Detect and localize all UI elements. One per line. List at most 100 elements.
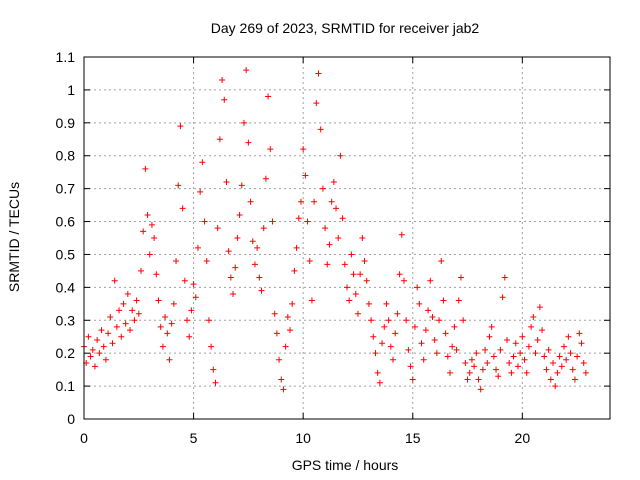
data-point (254, 244, 261, 251)
data-point (405, 346, 412, 353)
data-point (302, 172, 309, 179)
data-point (341, 261, 348, 268)
data-point (379, 340, 386, 347)
data-point (230, 290, 237, 297)
data-point (240, 119, 247, 126)
y-tick-label: 0.1 (56, 378, 76, 394)
data-point (539, 327, 546, 334)
data-point (536, 304, 543, 311)
data-point (238, 182, 245, 189)
data-point (335, 235, 342, 241)
data-point (444, 353, 451, 360)
data-point (96, 350, 103, 357)
data-point (190, 281, 197, 288)
data-point (89, 346, 96, 353)
data-point (107, 313, 114, 320)
data-point (102, 356, 109, 363)
data-point (258, 287, 265, 294)
data-point (159, 343, 166, 350)
data-point (519, 333, 526, 340)
data-point (488, 323, 495, 330)
data-point (429, 313, 436, 320)
data-point (361, 258, 368, 265)
data-point (247, 198, 254, 205)
data-point (322, 225, 329, 232)
data-point (497, 346, 504, 353)
data-point (493, 366, 500, 373)
data-point (91, 363, 98, 370)
data-point (157, 323, 164, 330)
data-point (534, 337, 541, 344)
data-point (394, 310, 401, 317)
data-point (153, 271, 160, 278)
data-point (582, 369, 589, 376)
data-point (475, 376, 482, 383)
data-point (212, 379, 219, 386)
data-point (344, 284, 350, 291)
data-point (354, 310, 361, 317)
x-tick-label: 0 (80, 430, 88, 446)
y-tick-label: 0.8 (56, 148, 76, 164)
data-point (425, 307, 432, 314)
y-tick-label: 0.4 (56, 279, 76, 295)
data-point (162, 313, 169, 320)
y-tick-label: 0.5 (56, 246, 76, 262)
data-point (271, 310, 278, 317)
data-point (563, 356, 570, 363)
data-point (293, 244, 300, 251)
data-point (297, 198, 304, 205)
data-point (137, 267, 144, 274)
data-point (418, 340, 425, 347)
data-point (245, 139, 252, 146)
data-point (416, 300, 423, 307)
data-point (94, 337, 101, 344)
data-point (464, 376, 471, 383)
y-tick-label: 0.7 (56, 181, 76, 197)
data-point (216, 136, 223, 143)
data-point (317, 126, 324, 133)
data-point (521, 356, 528, 363)
data-point (407, 363, 414, 370)
data-point (319, 185, 326, 192)
y-tick-label: 0 (67, 411, 75, 427)
data-point (409, 376, 416, 383)
data-point (181, 277, 188, 284)
data-point (525, 343, 532, 350)
data-point (100, 343, 107, 350)
data-point (350, 271, 357, 278)
data-point (269, 218, 276, 225)
data-point (503, 337, 510, 344)
data-point (554, 369, 561, 376)
data-point (352, 290, 359, 297)
data-point (210, 366, 217, 373)
y-tick-label: 1.1 (56, 49, 76, 65)
data-point (482, 346, 489, 353)
data-point (541, 353, 548, 360)
data-point (179, 205, 186, 212)
data-point (565, 333, 572, 340)
data-point (578, 340, 585, 347)
data-point (547, 376, 554, 383)
plot-frame (83, 56, 611, 420)
x-tick-label: 15 (405, 430, 421, 446)
data-point (186, 333, 193, 340)
data-point (333, 205, 340, 212)
data-point (120, 300, 127, 307)
data-point (512, 340, 519, 347)
data-point (348, 251, 355, 258)
data-point (427, 277, 434, 284)
data-point (528, 323, 535, 330)
data-point (363, 277, 370, 284)
data-point (113, 323, 120, 330)
data-point (278, 376, 285, 383)
data-point (462, 360, 469, 367)
y-tick-label: 0.2 (56, 345, 76, 361)
data-point (374, 369, 381, 376)
data-point (201, 218, 208, 225)
data-point (372, 350, 379, 357)
data-point (236, 211, 243, 218)
data-point (339, 215, 346, 222)
data-point (232, 264, 239, 271)
data-point (111, 277, 118, 284)
